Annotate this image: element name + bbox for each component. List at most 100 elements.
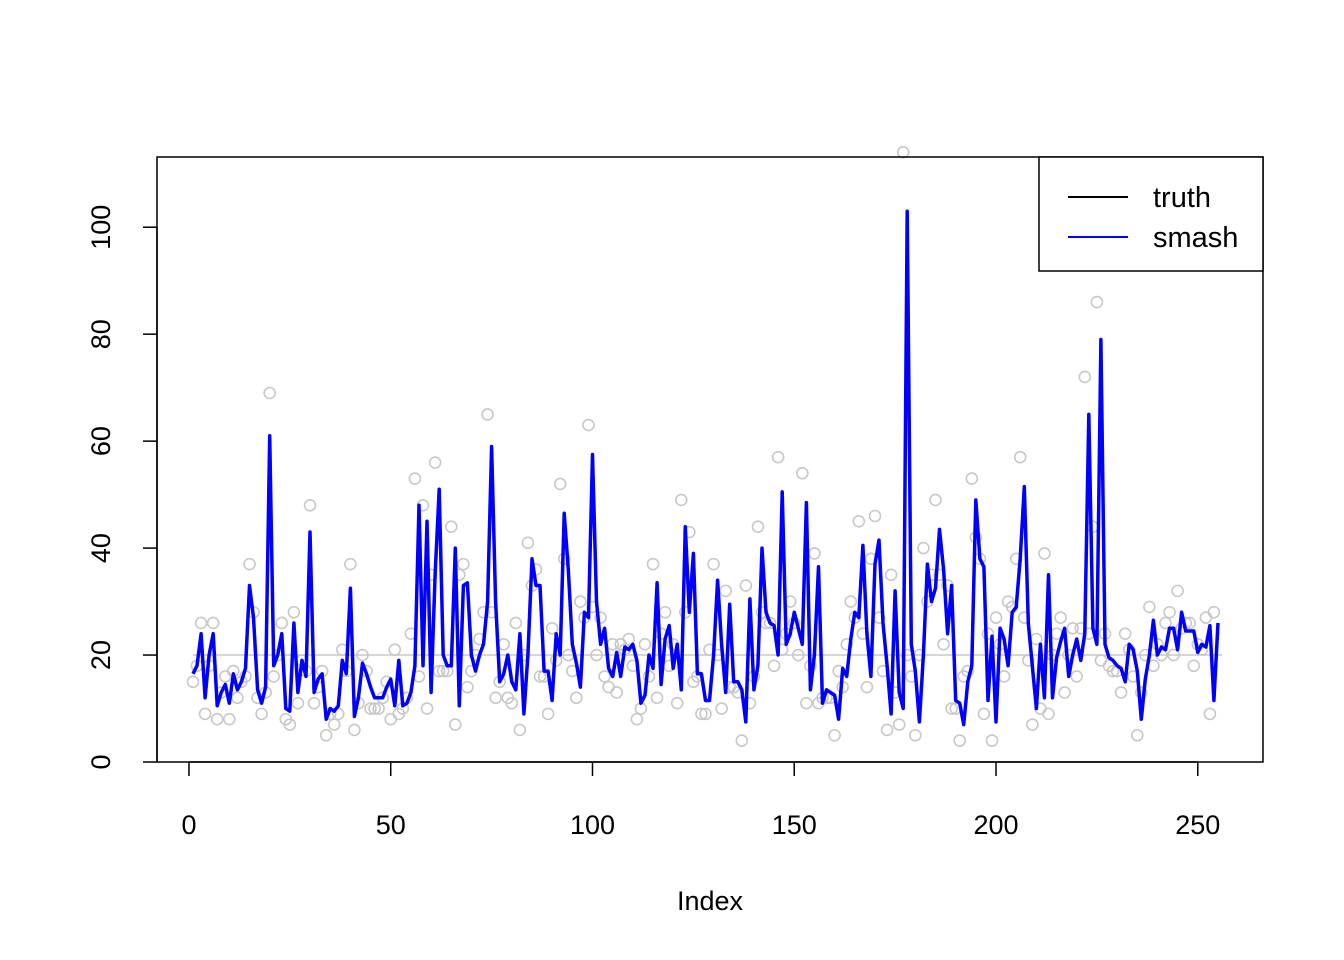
y-tick-label: 40: [86, 533, 116, 563]
observed-point: [368, 702, 381, 715]
observed-point: [1114, 686, 1128, 699]
observed-point: [1143, 600, 1156, 614]
observed-point: [545, 622, 559, 635]
legend-box: [1038, 156, 1264, 272]
observed-point: [372, 702, 385, 715]
observed-point: [291, 696, 305, 710]
observed-point: [243, 557, 256, 571]
observed-point: [432, 664, 446, 678]
observed-point: [570, 691, 583, 705]
observed-point: [735, 734, 749, 747]
observed-point: [896, 146, 910, 159]
observed-point: [695, 707, 708, 721]
observed-point: [223, 712, 236, 726]
observed-point: [364, 702, 377, 715]
observed-point: [307, 696, 321, 710]
observed-point: [198, 707, 212, 721]
observed-point: [1066, 622, 1079, 635]
observed-point: [574, 595, 587, 608]
observed-point: [1013, 450, 1027, 464]
x-tick-label: 200: [973, 810, 1018, 840]
observed-point: [408, 472, 422, 485]
observed-point: [457, 557, 470, 571]
observed-point: [985, 734, 999, 747]
observed-point: [1090, 295, 1104, 309]
observed-point: [1022, 654, 1035, 667]
observed-point: [541, 707, 555, 721]
observed-point: [699, 707, 712, 721]
observed-point: [420, 702, 434, 715]
observed-point: [344, 557, 357, 571]
observed-point: [840, 638, 854, 651]
observed-point: [1078, 370, 1092, 384]
observed-point: [670, 696, 684, 710]
observed-point: [509, 616, 523, 630]
observed-point: [763, 616, 777, 630]
observed-point: [598, 670, 611, 683]
x-axis: 0 50 100 150 200 250: [181, 761, 1220, 840]
observed-point: [553, 477, 567, 491]
observed-point: [884, 568, 898, 582]
observed-point: [860, 680, 874, 694]
observed-point: [909, 728, 922, 742]
observed-point: [287, 605, 301, 619]
observed-point: [263, 386, 276, 400]
x-axis-title: Index: [677, 886, 744, 916]
observed-point: [186, 675, 200, 689]
observed-point: [1130, 728, 1144, 742]
observed-point: [283, 718, 297, 731]
observed-point: [1042, 707, 1055, 721]
observed-point: [1106, 664, 1120, 678]
observed-point: [715, 702, 728, 715]
smash-series: [191, 209, 1220, 727]
observed-point: [231, 691, 244, 705]
observed-point: [210, 712, 224, 726]
observed-point: [937, 638, 950, 651]
observed-point: [533, 670, 547, 683]
observed-point: [1163, 605, 1176, 619]
observed-point: [771, 450, 785, 464]
observed-point: [929, 493, 942, 507]
y-tick-label: 100: [86, 205, 116, 250]
y-axis: 0 20 40 60 80 100: [86, 205, 158, 770]
observed-point: [489, 691, 502, 705]
observed-point: [892, 718, 906, 731]
observed-point: [594, 611, 607, 624]
observed-point: [828, 728, 841, 742]
observed-point: [945, 702, 958, 715]
observed-point: [800, 696, 813, 710]
observed-point: [739, 579, 753, 592]
observed-point: [206, 616, 220, 630]
observed-point: [477, 605, 490, 619]
observed-point: [513, 723, 527, 737]
observed-point: [791, 648, 805, 662]
observed-point: [622, 632, 636, 646]
observed-point: [719, 584, 732, 598]
observed-point: [267, 670, 281, 683]
y-tick-label: 60: [86, 426, 116, 456]
observed-point: [428, 456, 442, 469]
legend-label-truth: truth: [1153, 182, 1211, 214]
observed-point: [1058, 686, 1071, 699]
observed-point: [852, 515, 866, 528]
observed-point: [674, 493, 688, 507]
observed-point: [638, 638, 652, 651]
observed-point: [917, 541, 930, 555]
observed-point: [868, 509, 882, 523]
observed-point: [388, 643, 402, 656]
y-tick-label: 80: [86, 319, 116, 349]
observed-point: [1026, 718, 1039, 731]
observed-point: [1134, 686, 1148, 699]
x-tick-label: 0: [181, 810, 196, 840]
observed-point: [767, 659, 781, 673]
observed-point: [650, 691, 664, 705]
observed-point: [590, 648, 603, 662]
observed-point: [953, 734, 967, 747]
observed-point: [1187, 659, 1201, 673]
x-tick-label: 100: [570, 810, 615, 840]
observed-point: [461, 680, 474, 694]
observed-point: [1171, 584, 1184, 598]
observed-point: [707, 557, 720, 571]
